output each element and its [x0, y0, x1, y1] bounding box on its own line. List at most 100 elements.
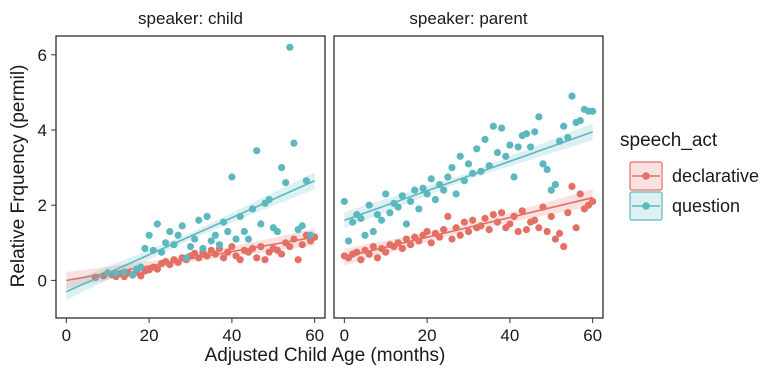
trend-line-question: [66, 180, 315, 293]
data-point: [535, 224, 543, 232]
data-point: [473, 145, 481, 153]
data-point: [277, 164, 286, 172]
data-point: [402, 235, 411, 243]
strip-background: [56, 4, 325, 32]
data-point: [186, 242, 195, 251]
data-point: [353, 248, 361, 256]
data-point: [440, 186, 448, 194]
data-point: [394, 203, 402, 211]
data-point: [170, 241, 178, 249]
legend-key-point: [642, 202, 650, 210]
data-point: [456, 231, 464, 239]
data-point: [514, 143, 522, 151]
data-point: [564, 209, 572, 217]
data-point: [464, 227, 473, 236]
data-point: [298, 241, 306, 249]
data-point: [153, 265, 161, 273]
x-tick-label: 20: [418, 326, 437, 345]
series-question: [340, 92, 597, 245]
data-point: [211, 250, 219, 258]
data-point: [423, 227, 431, 236]
data-point: [543, 227, 551, 236]
data-point: [207, 237, 215, 245]
data-point: [162, 239, 170, 247]
data-point: [535, 113, 543, 121]
data-point: [166, 227, 174, 236]
data-point: [344, 237, 353, 245]
data-point: [137, 263, 145, 271]
data-point: [373, 254, 382, 262]
data-point: [489, 122, 497, 130]
data-point: [452, 190, 460, 198]
data-point: [469, 169, 477, 177]
data-point: [551, 180, 560, 189]
legend-label-declarative: declarative: [672, 166, 759, 186]
data-point: [411, 186, 419, 194]
data-point: [469, 216, 477, 224]
data-point: [510, 173, 518, 181]
data-point: [306, 231, 315, 239]
data-point: [394, 239, 402, 247]
data-point: [398, 244, 406, 253]
data-point: [477, 222, 485, 230]
data-point: [576, 117, 584, 125]
data-point: [448, 235, 456, 243]
trend-line-question: [344, 131, 593, 221]
data-point: [444, 212, 452, 221]
data-point: [406, 241, 415, 249]
data-point: [377, 216, 386, 224]
data-point: [547, 212, 555, 221]
data-point: [340, 197, 348, 206]
data-point: [506, 220, 514, 228]
y-axis-title: Relative Frquency (permil): [8, 65, 29, 288]
x-tick-label: 40: [222, 326, 241, 345]
data-point: [415, 205, 423, 213]
data-point: [510, 212, 518, 221]
panel-1: speaker: child: [55, 4, 326, 319]
x-tick-label: 0: [340, 326, 349, 345]
data-point: [294, 256, 302, 264]
data-point: [240, 227, 248, 236]
data-point: [224, 248, 232, 256]
data-point: [440, 226, 448, 234]
data-point: [522, 130, 531, 138]
data-point: [153, 220, 161, 228]
data-point: [572, 224, 580, 232]
data-point: [199, 244, 207, 253]
data-point: [477, 167, 485, 175]
data-point: [282, 179, 290, 187]
data-point: [531, 128, 539, 136]
panels: speaker: child speaker: parent: [55, 4, 604, 319]
data-point: [178, 222, 186, 230]
data-point: [493, 218, 502, 226]
legend-entry-declarative: declarative: [629, 161, 759, 191]
data-point: [104, 269, 112, 277]
data-point: [248, 244, 257, 253]
data-point: [489, 211, 497, 219]
data-point: [564, 133, 572, 142]
y-tick-label: 4: [38, 121, 47, 140]
data-point: [265, 195, 273, 204]
data-point: [112, 270, 120, 278]
series-question: [66, 43, 315, 301]
data-point: [244, 235, 253, 243]
data-point: [398, 192, 406, 200]
data-point: [128, 271, 137, 279]
data-point: [220, 254, 228, 262]
data-point: [286, 43, 294, 51]
data-point: [369, 242, 377, 251]
data-point: [518, 207, 526, 215]
data-point: [382, 248, 390, 256]
data-point: [195, 254, 203, 262]
data-point: [539, 203, 547, 211]
data-point: [555, 137, 564, 145]
data-point: [589, 107, 597, 115]
data-point: [191, 235, 199, 243]
data-point: [419, 184, 427, 192]
data-point: [543, 165, 551, 174]
data-point: [290, 139, 298, 147]
panel-2: speaker: parent: [333, 4, 604, 319]
legend: speech_act declarative question: [620, 130, 759, 221]
x-tick-label: 20: [140, 326, 159, 345]
